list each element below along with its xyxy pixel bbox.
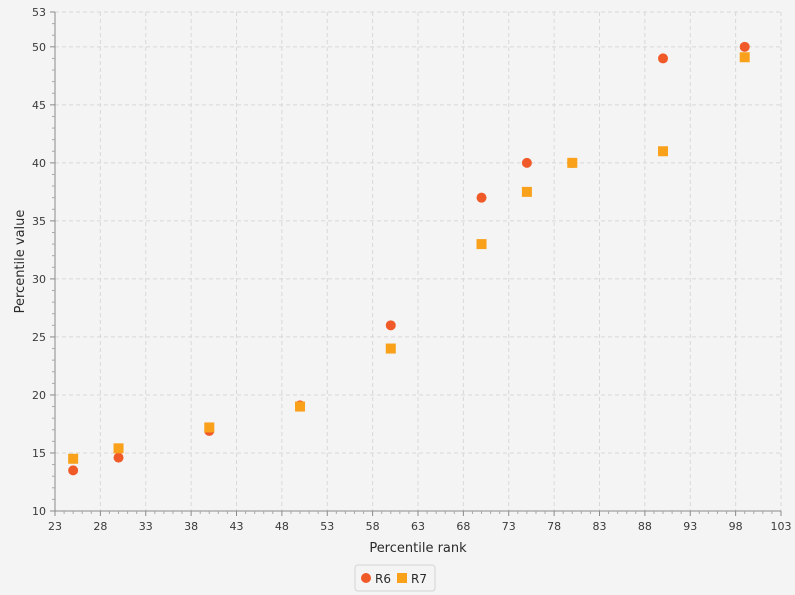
- y-tick-label: 15: [32, 447, 46, 460]
- point-r7: [68, 453, 79, 464]
- point-r6: [113, 452, 124, 463]
- x-tick-label: 58: [366, 520, 380, 533]
- legend-marker-r6: [361, 573, 371, 583]
- x-tick-label: 38: [184, 520, 198, 533]
- y-tick-label: 53: [32, 6, 46, 19]
- y-axis-ticks: 10 15 20 25 30 35 40 45 50 53: [32, 6, 55, 518]
- x-tick-label: 88: [638, 520, 652, 533]
- legend-label-r7: R7: [411, 572, 427, 586]
- point-r7: [295, 401, 306, 412]
- x-tick-label: 68: [456, 520, 470, 533]
- point-r7: [476, 239, 487, 250]
- x-axis-title: Percentile rank: [369, 541, 467, 556]
- point-r6: [476, 192, 487, 203]
- point-r6: [521, 157, 532, 168]
- data-points: [68, 41, 750, 476]
- point-r7: [739, 52, 750, 63]
- y-axis-title: Percentile value: [13, 210, 28, 314]
- point-r6: [739, 41, 750, 52]
- grid-lines: [55, 11, 782, 511]
- legend: R6 R7: [354, 564, 436, 592]
- point-r6: [385, 320, 396, 331]
- y-tick-label: 50: [32, 41, 46, 54]
- legend-box: [354, 564, 436, 592]
- x-tick-label: 78: [547, 520, 561, 533]
- x-tick-label: 83: [593, 520, 607, 533]
- x-tick-label: 23: [48, 520, 62, 533]
- point-r6: [658, 53, 669, 64]
- plot-area: [55, 12, 781, 511]
- y-tick-label: 20: [32, 389, 46, 402]
- point-r7: [204, 422, 215, 433]
- point-r7: [385, 343, 396, 354]
- legend-marker-r7: [397, 573, 407, 583]
- x-tick-label: 43: [230, 520, 244, 533]
- x-axis-ticks: 23 28 33 38 43 48 53 58 63 68 73 78 83 88 93 98 103: [48, 511, 792, 533]
- y-tick-label: 40: [32, 157, 46, 170]
- x-tick-label: 103: [771, 520, 792, 533]
- y-tick-label: 35: [32, 215, 46, 228]
- x-tick-label: 33: [139, 520, 153, 533]
- point-r6: [68, 465, 79, 476]
- point-r7: [113, 443, 124, 454]
- point-r7: [567, 157, 578, 168]
- legend-label-r6: R6: [375, 572, 391, 586]
- x-tick-label: 93: [683, 520, 697, 533]
- x-tick-label: 48: [275, 520, 289, 533]
- y-tick-label: 45: [32, 99, 46, 112]
- point-r7: [521, 186, 532, 197]
- x-tick-label: 53: [320, 520, 334, 533]
- point-r7: [658, 146, 669, 157]
- y-tick-label: 25: [32, 331, 46, 344]
- x-tick-label: 28: [93, 520, 107, 533]
- x-tick-label: 63: [411, 520, 425, 533]
- x-tick-label: 73: [502, 520, 516, 533]
- x-tick-label: 98: [729, 520, 743, 533]
- y-tick-label: 30: [32, 273, 46, 286]
- y-tick-label: 10: [32, 505, 46, 518]
